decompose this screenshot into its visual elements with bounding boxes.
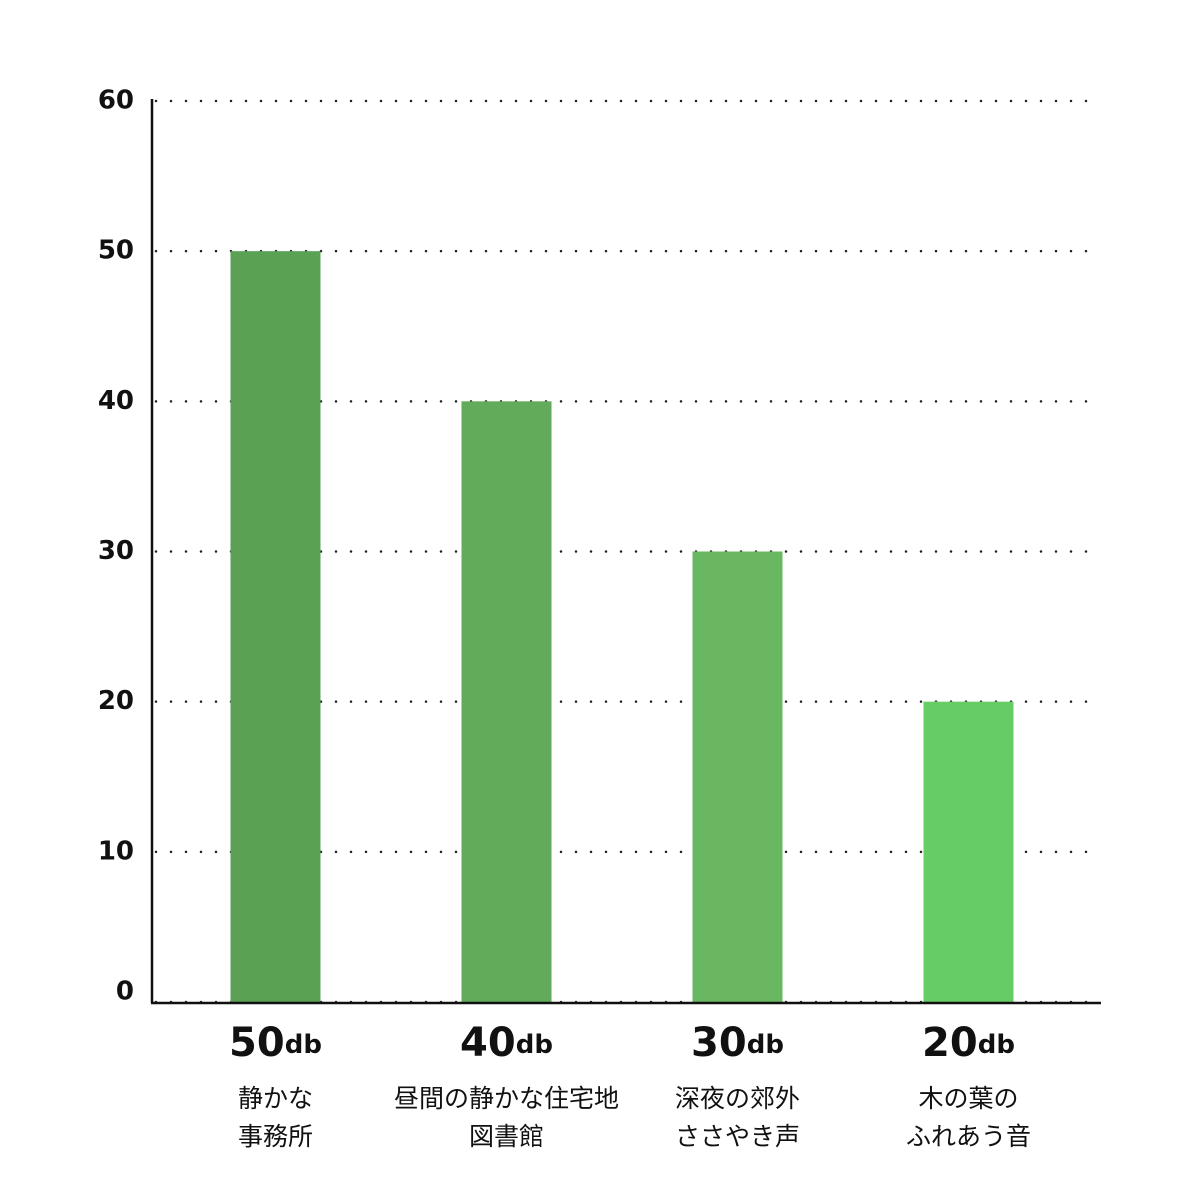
x-tick-label: ささやき声 bbox=[675, 1122, 800, 1151]
y-tick-label: 0 bbox=[116, 977, 134, 1007]
value-label: 40db bbox=[460, 1020, 553, 1066]
y-tick-label: 30 bbox=[98, 536, 134, 566]
x-tick-label: 深夜の郊外 bbox=[675, 1084, 800, 1113]
x-tick-label: 木の葉の bbox=[918, 1084, 1018, 1113]
y-tick-label: 60 bbox=[98, 86, 134, 116]
y-tick-label: 10 bbox=[98, 836, 134, 866]
y-tick-label: 20 bbox=[98, 686, 134, 716]
x-tick-label: 図書館 bbox=[469, 1122, 544, 1151]
value-label: 30db bbox=[691, 1020, 784, 1066]
value-label: 50db bbox=[229, 1020, 322, 1066]
y-tick-label: 50 bbox=[98, 236, 134, 266]
bar bbox=[461, 401, 552, 1002]
x-tick-label: 静かな bbox=[238, 1084, 313, 1113]
bar bbox=[692, 551, 783, 1002]
x-tick-label: 事務所 bbox=[238, 1122, 313, 1151]
y-tick-label: 40 bbox=[98, 386, 134, 416]
x-tick-label: ふれあう音 bbox=[906, 1122, 1031, 1151]
value-label: 20db bbox=[922, 1020, 1015, 1066]
bar bbox=[230, 251, 321, 1002]
bar bbox=[923, 701, 1014, 1002]
x-tick-label: 昼間の静かな住宅地 bbox=[394, 1084, 619, 1113]
